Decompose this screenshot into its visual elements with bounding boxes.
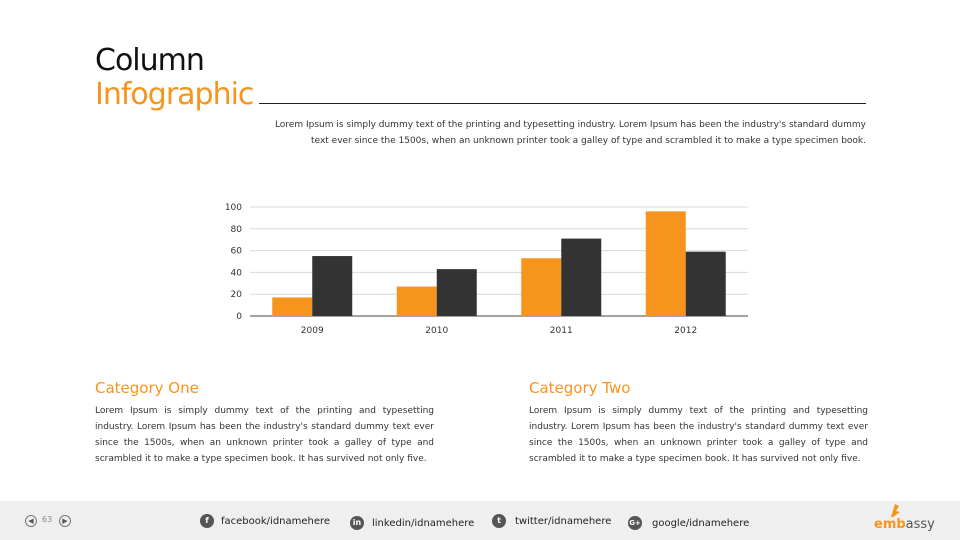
twitter-link[interactable]: twitter/idnamehere: [515, 516, 612, 527]
prev-slide-button[interactable]: ◀: [25, 515, 37, 527]
bar-dark-2012: [685, 251, 726, 316]
x-tick-label: 2010: [425, 326, 448, 336]
google-link[interactable]: google/idnamehere: [652, 518, 750, 529]
bar-orange-2010: [396, 286, 437, 316]
x-tick-label: 2012: [674, 326, 697, 336]
embassy-logo: embassy: [874, 517, 935, 532]
title-line-1: Column: [95, 43, 205, 78]
linkedin-icon[interactable]: in: [350, 516, 364, 530]
logo-text-rest: assy: [905, 517, 935, 532]
bar-orange-2009: [272, 297, 313, 316]
y-tick-label: 0: [236, 312, 242, 322]
category-two-text: Lorem Ipsum is simply dummy text of the …: [529, 406, 868, 464]
y-tick-label: 80: [231, 225, 243, 235]
bar-dark-2010: [436, 269, 477, 316]
column-chart: 0 20 40 60 80 100 2009 2010 2011 2012: [225, 203, 748, 336]
x-tick-label: 2011: [550, 326, 573, 336]
intro-paragraph: Lorem Ipsum is simply dummy text of the …: [274, 120, 866, 146]
facebook-icon[interactable]: f: [200, 514, 214, 528]
logo-text-main: emb: [874, 517, 906, 532]
y-tick-label: 60: [231, 247, 243, 257]
x-tick-label: 2009: [301, 326, 324, 336]
twitter-icon[interactable]: t: [492, 514, 506, 528]
category-one-title: Category One: [95, 379, 199, 397]
bar-orange-2012: [645, 211, 686, 316]
next-slide-button[interactable]: ▶: [59, 515, 71, 527]
header-divider: [259, 103, 866, 104]
footer-bar: [0, 501, 960, 540]
prev-arrow-icon: ◀: [28, 517, 34, 525]
facebook-link[interactable]: facebook/idnamehere: [221, 516, 331, 527]
title-line-2: Infographic: [95, 77, 254, 112]
google-icon[interactable]: G+: [628, 516, 642, 530]
y-tick-label: 40: [231, 268, 243, 278]
bar-dark-2011: [561, 238, 602, 316]
logo-mark-icon: [891, 504, 900, 517]
linkedin-link[interactable]: linkedin/idnamehere: [372, 518, 475, 529]
y-tick-label: 100: [225, 203, 242, 213]
bar-orange-2011: [521, 258, 562, 316]
y-tick-label: 20: [231, 290, 243, 300]
category-two-title: Category Two: [529, 379, 631, 397]
next-arrow-icon: ▶: [62, 517, 68, 525]
category-one-text: Lorem Ipsum is simply dummy text of the …: [95, 406, 434, 464]
bar-dark-2009: [312, 256, 353, 316]
page-number: 63: [42, 515, 53, 524]
